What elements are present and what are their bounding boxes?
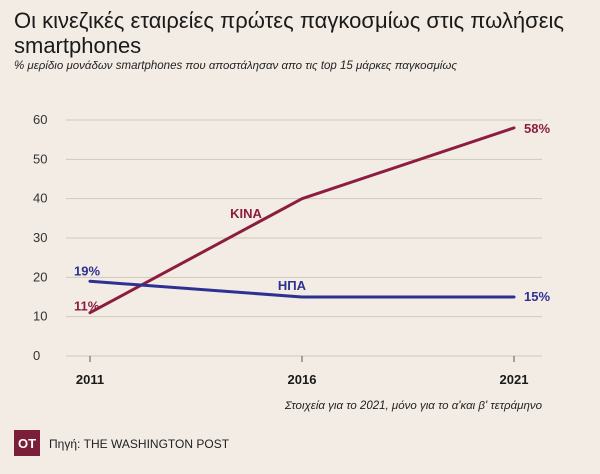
chart-subtitle: % μερίδιο μονάδων smartphones που αποστά… <box>14 60 457 72</box>
y-tick-10: 10 <box>33 309 47 324</box>
data-label-china-2011: 11% <box>74 299 100 314</box>
ot-logo: OT <box>14 430 40 456</box>
y-tick-60: 60 <box>33 112 47 127</box>
data-note: Στοιχεία για το 2021, μόνο για το α'και … <box>284 400 542 412</box>
y-tick-0: 0 <box>33 348 40 363</box>
x-tick-labels: 2011 2016 2021 <box>76 356 529 387</box>
series-line-china <box>88 126 516 315</box>
data-labels: ΚΙΝΑ ΗΠΑ 11% 58% 19% 15% <box>74 121 550 314</box>
x-tick-2021: 2021 <box>500 372 529 387</box>
series-name-usa: ΗΠΑ <box>278 278 307 293</box>
chart-title: Οι κινεζικές εταιρείες πρώτες παγκοσμίως… <box>14 8 565 58</box>
y-tick-labels: 0 10 20 30 40 50 60 <box>33 112 47 363</box>
series-name-china: ΚΙΝΑ <box>230 206 262 221</box>
source-label: Πηγή: THE WASHINGTON POST <box>49 437 230 451</box>
series-line-usa <box>88 279 516 299</box>
data-label-china-2021: 58% <box>524 121 550 136</box>
y-tick-30: 30 <box>33 230 47 245</box>
x-tick-2011: 2011 <box>76 372 104 387</box>
data-label-usa-2021: 15% <box>524 289 550 304</box>
data-label-usa-2011: 19% <box>74 263 100 278</box>
y-tick-50: 50 <box>33 151 47 166</box>
x-tick-2016: 2016 <box>288 372 317 387</box>
grid-lines <box>66 119 542 357</box>
y-tick-40: 40 <box>33 191 47 206</box>
series-lines <box>88 126 516 315</box>
y-tick-20: 20 <box>33 269 47 284</box>
